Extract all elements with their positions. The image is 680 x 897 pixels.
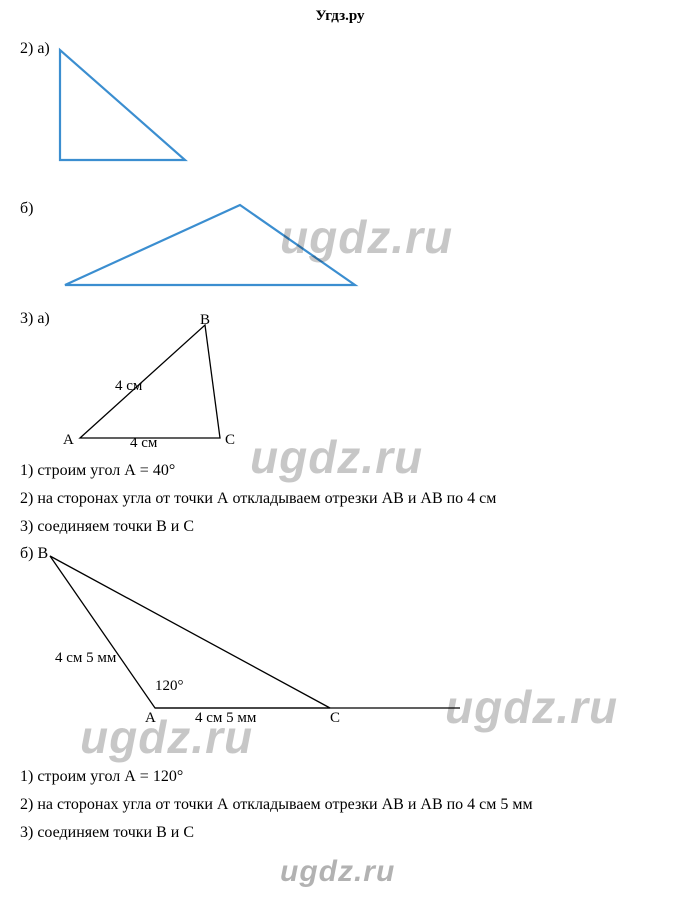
label-2b: б) xyxy=(20,200,33,218)
step3a-2: 2) на сторонах угла от точки А откладыва… xyxy=(20,490,496,508)
step3b-2: 2) на сторонах угла от точки А откладыва… xyxy=(20,796,533,814)
fig3a-vertex-c: C xyxy=(225,432,235,449)
page-header: Угдз.ру xyxy=(0,0,680,25)
fig3b-angle: 120° xyxy=(155,678,184,695)
label-3a: 3) а) xyxy=(20,310,50,328)
step3b-3: 3) соединяем точки В и С xyxy=(20,824,194,842)
fig3b-side-ac: 4 см 5 мм xyxy=(195,710,256,727)
fig3b-side-ab: 4 см 5 мм xyxy=(55,650,116,667)
fig3a-side-ab: 4 см xyxy=(115,378,142,395)
triangle-3b xyxy=(20,548,480,718)
fig3b-vertex-c: C xyxy=(330,710,340,727)
step3b-1: 1) строим угол А = 120° xyxy=(20,768,183,786)
triangle-2b xyxy=(55,195,375,295)
step3a-3: 3) соединяем точки В и С xyxy=(20,518,194,536)
fig3a-vertex-b: B xyxy=(200,312,210,329)
fig3a-vertex-a: A xyxy=(63,432,74,449)
step3a-1: 1) строим угол А = 40° xyxy=(20,462,175,480)
fig3a-side-ac: 4 см xyxy=(130,435,157,452)
triangle-3a xyxy=(60,310,290,450)
fig3b-vertex-a: A xyxy=(145,710,156,727)
footer-watermark: ugdz.ru xyxy=(280,855,395,889)
triangle-2a xyxy=(40,40,200,170)
